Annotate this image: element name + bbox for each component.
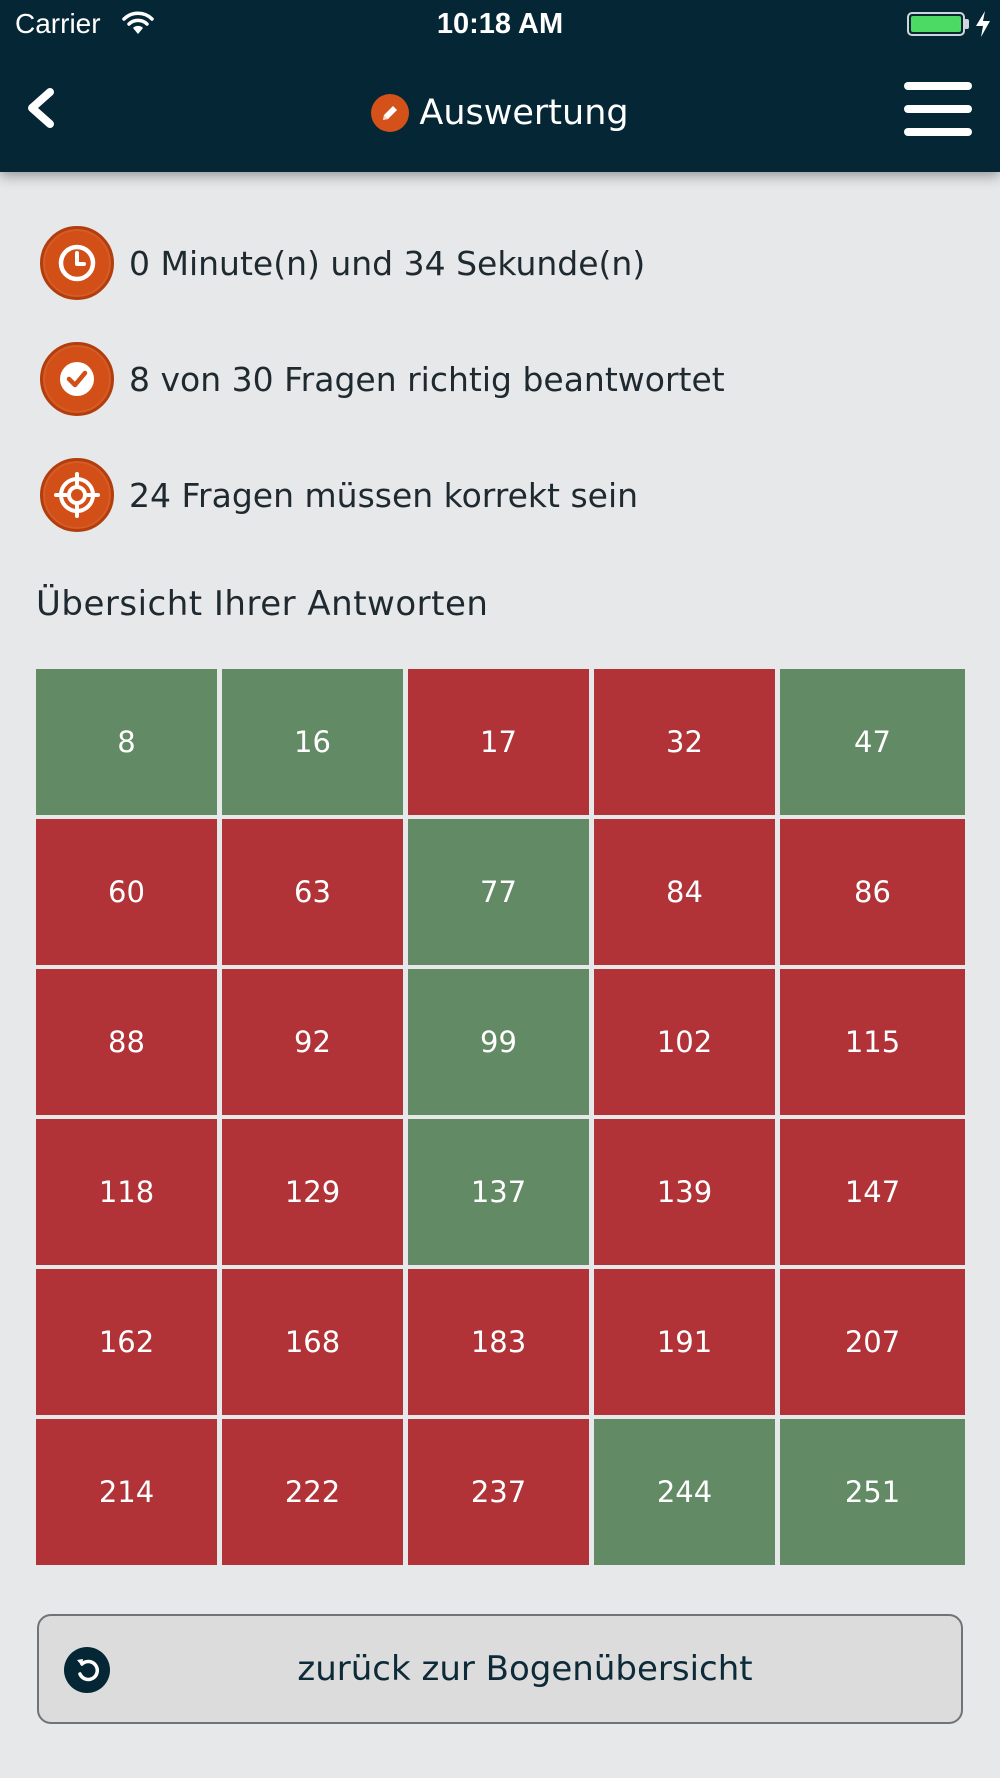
answer-cell[interactable]: 168 [222, 1269, 403, 1415]
answer-cell[interactable]: 16 [222, 669, 403, 815]
menu-bar [904, 105, 972, 113]
answer-cell[interactable]: 32 [594, 669, 775, 815]
answer-cell[interactable]: 183 [408, 1269, 589, 1415]
status-time: 10:18 AM [436, 8, 564, 40]
answer-cell[interactable]: 92 [222, 969, 403, 1115]
menu-bar [904, 82, 972, 90]
hamburger-menu-icon[interactable] [904, 80, 974, 138]
battery-tip [965, 19, 969, 29]
back-to-overview-button[interactable]: zurück zur Bogenübersicht [37, 1614, 963, 1724]
answer-cell[interactable]: 214 [36, 1419, 217, 1565]
overview-title: Übersicht Ihrer Antworten [36, 584, 489, 624]
score-result-row: 8 von 30 Fragen richtig beantwortet [40, 342, 725, 416]
answer-cell[interactable]: 222 [222, 1419, 403, 1565]
answer-cell[interactable]: 102 [594, 969, 775, 1115]
answer-cell[interactable]: 147 [780, 1119, 965, 1265]
answer-cell[interactable]: 139 [594, 1119, 775, 1265]
answer-cell[interactable]: 162 [36, 1269, 217, 1415]
header-title-group: Auswertung [0, 88, 1000, 138]
page-title: Auswertung [419, 93, 629, 133]
status-bar: Carrier 10:18 AM [0, 0, 1000, 50]
answer-cell[interactable]: 88 [36, 969, 217, 1115]
answer-cell[interactable]: 191 [594, 1269, 775, 1415]
pencil-icon [371, 94, 410, 132]
required-result-text: 24 Fragen müssen korrekt sein [129, 475, 639, 515]
answer-cell[interactable]: 129 [222, 1119, 403, 1265]
battery-level [911, 16, 961, 32]
answer-cell[interactable]: 115 [780, 969, 965, 1115]
time-result-row: 0 Minute(n) und 34 Sekunde(n) [40, 226, 645, 300]
answer-cell[interactable]: 84 [594, 819, 775, 965]
answer-cell[interactable]: 86 [780, 819, 965, 965]
chevron-left-icon[interactable] [20, 86, 64, 130]
wifi-icon [122, 11, 154, 34]
answer-grid: 8 16 17 32 47 60 63 77 84 86 88 92 99 102 115 118 129 137… [36, 669, 965, 1565]
back-to-overview-label: zurück zur Bogenübersicht [297, 1649, 753, 1689]
clock-icon [40, 226, 114, 300]
required-result-row: 24 Fragen müssen korrekt sein [40, 458, 638, 532]
score-result-text: 8 von 30 Fragen richtig beantwortet [129, 359, 725, 399]
answer-cell[interactable]: 137 [408, 1119, 589, 1265]
undo-icon [64, 1647, 110, 1693]
menu-bar [904, 128, 972, 136]
battery-icon [907, 12, 965, 36]
answer-cell[interactable]: 99 [408, 969, 589, 1115]
answer-cell[interactable]: 60 [36, 819, 217, 965]
target-icon [40, 458, 114, 532]
carrier-label: Carrier [15, 8, 101, 39]
app-header: Carrier 10:18 AM Auswertung [0, 0, 1000, 172]
answer-cell[interactable]: 118 [36, 1119, 217, 1265]
answer-cell[interactable]: 77 [408, 819, 589, 965]
charging-bolt-icon [976, 11, 990, 37]
answer-cell[interactable]: 17 [408, 669, 589, 815]
checkmark-icon [40, 342, 114, 416]
answer-cell[interactable]: 237 [408, 1419, 589, 1565]
answer-cell[interactable]: 47 [780, 669, 965, 815]
answer-cell[interactable]: 63 [222, 819, 403, 965]
answer-cell[interactable]: 207 [780, 1269, 965, 1415]
answer-cell[interactable]: 251 [780, 1419, 965, 1565]
time-result-text: 0 Minute(n) und 34 Sekunde(n) [129, 243, 646, 283]
answer-cell[interactable]: 8 [36, 669, 217, 815]
answer-cell[interactable]: 244 [594, 1419, 775, 1565]
